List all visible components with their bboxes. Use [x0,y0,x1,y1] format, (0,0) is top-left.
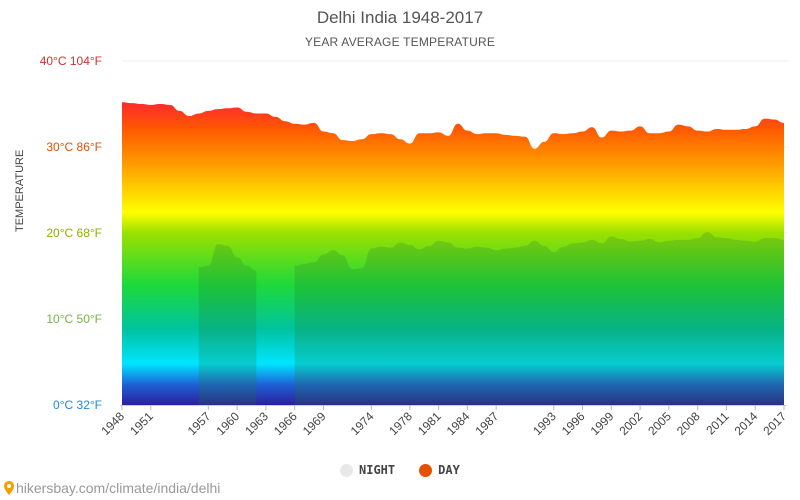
y-tick-label-20: 20°C 68°F [46,226,102,240]
x-tick-label: 1987 [473,409,502,438]
x-tick-label: 1963 [242,409,271,438]
source-text: hikersbay.com/climate/india/delhi [16,480,221,496]
legend-item-day[interactable]: DAY [419,463,460,477]
chart-subtitle: YEAR AVERAGE TEMPERATURE [304,35,496,49]
x-tick-label: 1984 [444,409,473,438]
legend-item-night[interactable]: NIGHT [340,463,395,477]
x-tick-label: 2011 [703,409,731,437]
y-tick-label-10: 10°C 50°F [46,312,102,326]
night-series-area[interactable] [198,244,257,405]
x-tick-label: 1978 [386,409,415,438]
x-tick-label: 2005 [645,409,674,438]
x-tick-label: 1996 [559,409,588,438]
x-tick-label: 1966 [271,409,300,438]
x-tick-label: 2008 [674,409,703,438]
x-tick-label: 2014 [732,409,761,438]
night-series-shade [294,232,784,405]
legend-label-night: NIGHT [359,463,396,477]
x-tick-label: 1948 [98,409,127,438]
x-tick-label: 2002 [616,409,645,438]
legend-dot-day [419,463,433,477]
legend-dot-night [340,463,353,477]
night-series-shade [198,244,257,405]
x-tick-label: 1981 [415,409,444,438]
x-tick-label: 1974 [348,409,377,438]
y-tick-label-30: 30°C 86°F [46,140,102,154]
legend: NIGHT DAY [340,463,484,477]
series-layer [122,102,784,405]
x-tick-label: 1999 [588,409,617,438]
y-tick-label-0: 0°C 32°F [53,398,102,412]
x-tick-label: 1951 [127,409,156,438]
x-axis: 1948 1951 1957 1960 1963 1966 1969 1974 1978 1981… [98,405,789,438]
legend-label-day: DAY [438,463,460,477]
source-link[interactable]: hikersbay.com/climate/india/delhi [4,480,220,496]
x-tick-label: 1969 [300,409,329,438]
y-tick-label-40: 40°C 104°F [39,54,102,68]
night-series-area[interactable] [294,232,784,405]
x-tick-label: 1960 [213,409,242,438]
x-tick-label: 1957 [185,409,214,438]
location-pin-icon [4,481,14,495]
x-tick-label: 2017 [760,409,789,438]
x-tick-label: 1993 [530,409,559,438]
chart-title: Delhi India 1948-2017 [316,8,484,27]
